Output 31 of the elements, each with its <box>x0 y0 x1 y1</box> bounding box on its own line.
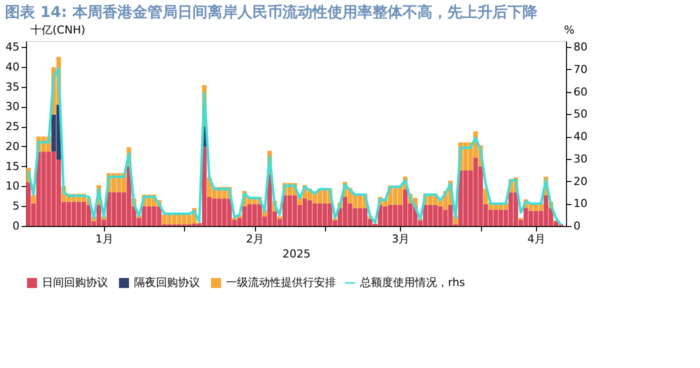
y2-tick-label: 70 <box>574 62 588 76</box>
y2-tick-label: 40 <box>574 130 588 144</box>
y-tick-label: 40 <box>6 60 20 74</box>
legend-label: 隔夜回购协议 <box>134 276 200 289</box>
y2-tick-label: 60 <box>574 85 588 98</box>
y-tick-label: 5 <box>12 200 20 213</box>
y-tick-label: 45 <box>6 40 20 54</box>
x-tick-label: 4月 <box>527 232 546 246</box>
legend-label: 日间回购协议 <box>42 276 108 289</box>
y2-tick-label: 20 <box>574 174 588 188</box>
x-axis-title: 2025 <box>282 248 310 260</box>
legend-label: 总额度使用情况，rhs <box>359 276 466 289</box>
y-tick-label: 25 <box>6 120 20 134</box>
y2-tick-label: 30 <box>574 152 588 166</box>
chart-title: 图表 14: 本周香港金管局日间离岸人民币流动性使用率整体不高，先上升后下降 <box>5 3 538 21</box>
y2-tick-label: 0 <box>574 220 580 232</box>
y-axis-title: 十亿(CNH) <box>30 24 86 36</box>
y2-tick-label: 50 <box>574 108 588 121</box>
y-tick-label: 0 <box>12 220 20 232</box>
x-tick-label: 1月 <box>95 232 114 246</box>
y-tick-label: 20 <box>6 140 20 153</box>
y2-axis-title: % <box>564 24 574 36</box>
y-tick-label: 15 <box>6 160 20 173</box>
y2-tick-label: 80 <box>574 40 588 54</box>
y-tick-label: 30 <box>6 100 20 114</box>
y-tick-label: 10 <box>6 180 20 193</box>
x-tick-label: 2月 <box>246 232 264 246</box>
y2-tick-label: 10 <box>574 197 588 210</box>
x-tick-label: 3月 <box>392 232 410 246</box>
y-tick-label: 35 <box>6 80 20 94</box>
legend-label: 一级流动性提供行安排 <box>226 276 336 289</box>
